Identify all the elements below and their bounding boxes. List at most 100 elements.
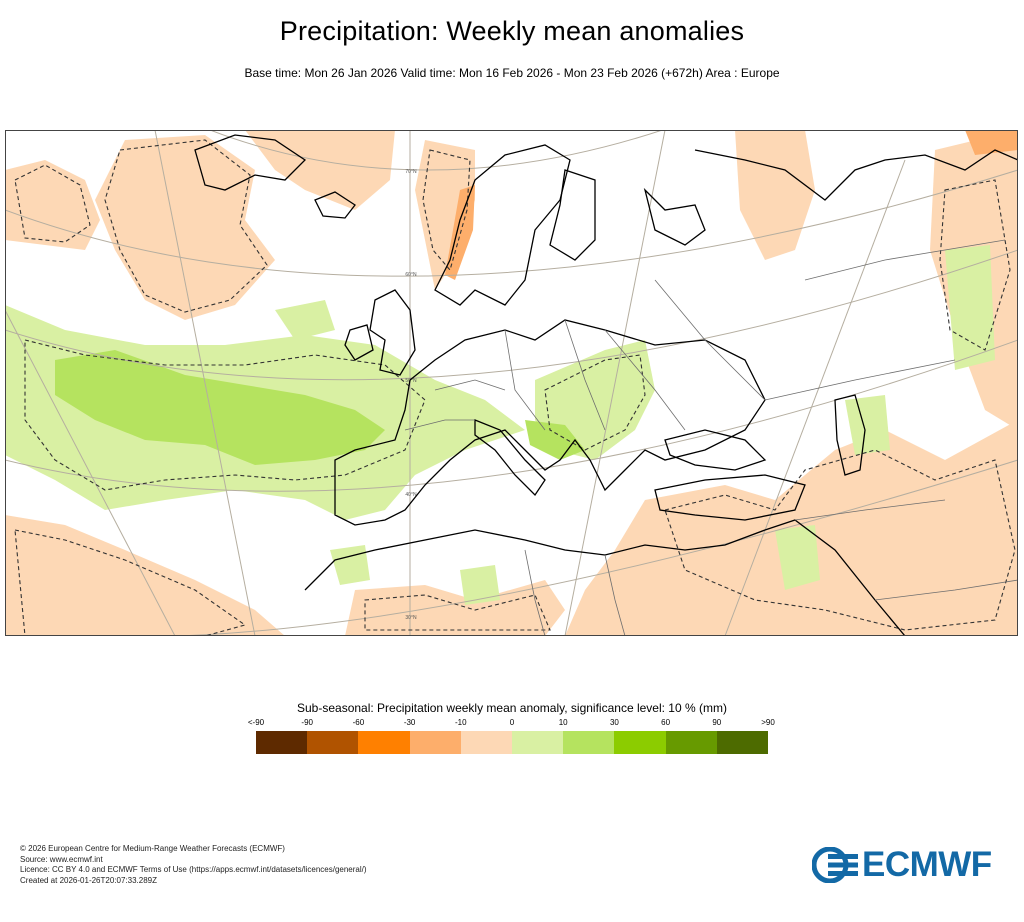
- legend-swatch: [563, 731, 615, 754]
- meridian-40w: [5, 309, 176, 636]
- footer-copyright: © 2026 European Centre for Medium-Range …: [20, 844, 285, 853]
- contour-atlantic-north: [104, 139, 268, 313]
- legend-swatch: [614, 731, 666, 754]
- wet-area-caucasus: [845, 395, 890, 455]
- legend-swatch: [307, 731, 359, 754]
- wet-area-ireland: [275, 300, 335, 340]
- contour-russia-east: [939, 179, 1011, 351]
- chart-title: Precipitation: Weekly mean anomalies: [279, 16, 745, 46]
- footer-source: Source: www.ecmwf.int: [20, 854, 103, 864]
- map-frame: [5, 130, 1018, 636]
- dry-area-atlantic-south: [5, 515, 285, 636]
- contour-atlantic-west: [14, 164, 91, 243]
- contour-balkans: [544, 354, 646, 451]
- wet-area-russia-east: [945, 245, 995, 370]
- dry-area-north-atlantic-west: [5, 160, 100, 250]
- legend-tick: -30: [403, 718, 416, 727]
- border-7: [434, 379, 506, 391]
- border-5: [764, 359, 956, 401]
- legend-tick: >90: [761, 718, 775, 727]
- legend-tick-labels: <-90 -90 -60 -30 -10 0 10 30 60 90 >90: [248, 718, 775, 730]
- dry-area-north-atlantic-central: [95, 135, 275, 320]
- border-10: [604, 554, 626, 636]
- coastlines: [194, 134, 1018, 636]
- legend-title: Sub-seasonal: Precipitation weekly mean …: [297, 701, 727, 715]
- lat-label-40n: 40°N: [405, 492, 417, 498]
- legend-tick: -10: [455, 718, 467, 727]
- contour-mediterranean-east: [664, 449, 1016, 631]
- legend-swatch: [665, 731, 717, 754]
- legend-tick: 60: [661, 718, 671, 727]
- ecmwf-logo-text: ECMWF: [862, 845, 992, 884]
- legend-tick: 0: [509, 718, 515, 727]
- significance-contours: [14, 139, 1016, 636]
- wet-area-iberia-south: [330, 545, 370, 585]
- border-9: [524, 549, 546, 636]
- meridian-20w: [154, 130, 256, 636]
- coast-finland: [549, 169, 596, 261]
- legend-tick: 10: [558, 718, 568, 727]
- coast-turkey: [654, 474, 806, 521]
- coast-scandinavia: [434, 144, 571, 306]
- border-1: [504, 329, 546, 431]
- wet-area-morocco-north: [460, 565, 500, 605]
- latitude-labels: 70°N 60°N 50°N 40°N 30°N: [405, 169, 417, 621]
- wet-strong-adriatic: [525, 420, 585, 460]
- country-borders: [404, 239, 1018, 636]
- precipitation-anomaly-map: 70°N 60°N 50°N 40°N 30°N: [5, 130, 1018, 636]
- footer: © 2026 European Centre for Medium-Range …: [20, 844, 367, 886]
- border-2: [564, 319, 606, 431]
- border-6: [804, 239, 1006, 281]
- legend-swatch: [512, 731, 564, 754]
- legend-swatch: [460, 731, 513, 754]
- wet-anomaly-strong: [55, 350, 585, 465]
- ecmwf-logo: ECMWF: [812, 845, 1007, 885]
- contour-atlantic-south: [14, 529, 247, 636]
- footer-licence: Licence: CC BY 4.0 and ECMWF Terms of Us…: [20, 865, 367, 874]
- lat-label-50n: 50°N: [405, 378, 417, 384]
- coast-north-africa: [304, 519, 906, 636]
- legend-swatch: [256, 731, 308, 754]
- coast-caspian: [834, 394, 866, 476]
- border-11: [794, 499, 946, 521]
- legend-color-bar: [256, 731, 769, 754]
- coast-greenland: [194, 134, 307, 191]
- legend-tick: -90: [301, 718, 313, 727]
- dry-area-norwegian-sea: [245, 130, 395, 210]
- meridian-40e: [724, 159, 906, 636]
- coast-russia-north: [694, 149, 1018, 201]
- coast-iceland: [314, 191, 356, 219]
- border-4: [654, 279, 766, 401]
- dry-strong-norway: [445, 185, 475, 280]
- coast-british-isles: [369, 289, 416, 376]
- legend-swatch: [358, 731, 410, 754]
- parallel-60n: [5, 169, 1018, 277]
- dry-area-north-africa: [345, 580, 565, 636]
- coast-continental-europe: [334, 319, 766, 526]
- border-12: [874, 579, 1018, 601]
- lat-label-60n: 60°N: [405, 272, 417, 278]
- chart-subtitle: Base time: Mon 26 Jan 2026 Valid time: M…: [244, 66, 780, 80]
- coast-italy: [474, 419, 546, 497]
- legend-tick: <-90: [247, 718, 265, 727]
- coast-ireland: [344, 324, 374, 361]
- legend-tick: 90: [712, 718, 722, 727]
- legend-swatch: [716, 731, 769, 754]
- lat-label-70n: 70°N: [405, 169, 417, 175]
- wet-area-turkey-east: [775, 525, 820, 590]
- wet-strong-atlantic-core: [55, 350, 385, 465]
- coast-white-sea: [643, 187, 706, 246]
- coast-black-sea: [664, 429, 767, 471]
- legend-swatch: [409, 731, 461, 754]
- border-8: [404, 419, 475, 431]
- border-3: [604, 329, 686, 431]
- footer-created: Created at 2026-01-26T20:07:33.289Z: [20, 875, 157, 885]
- legend-tick: -60: [352, 718, 365, 727]
- legend-tick: 30: [609, 718, 619, 727]
- dry-anomaly-strong: [445, 130, 1018, 280]
- lat-label-30n: 30°N: [405, 615, 417, 621]
- ecmwf-logo-icon: [812, 847, 858, 883]
- dry-strong-northeast: [965, 130, 1018, 155]
- dry-area-scandinavia-west: [415, 140, 475, 290]
- contour-wet-band: [24, 339, 426, 491]
